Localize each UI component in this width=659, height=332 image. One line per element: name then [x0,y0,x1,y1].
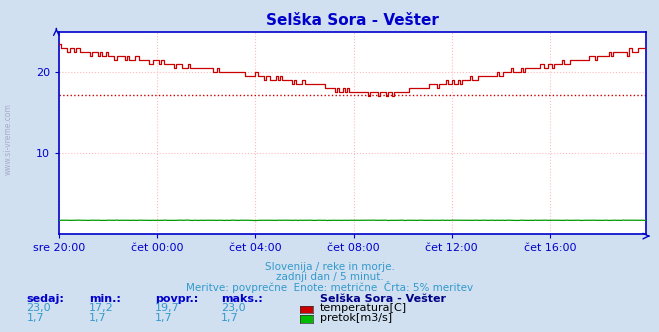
Text: 1,7: 1,7 [26,313,44,323]
Text: povpr.:: povpr.: [155,294,198,304]
Text: 19,7: 19,7 [155,303,180,313]
Text: www.si-vreme.com: www.si-vreme.com [3,104,13,175]
Text: 1,7: 1,7 [155,313,173,323]
Text: 23,0: 23,0 [221,303,245,313]
Text: Slovenija / reke in morje.: Slovenija / reke in morje. [264,262,395,272]
Text: 23,0: 23,0 [26,303,51,313]
Text: pretok[m3/s]: pretok[m3/s] [320,313,391,323]
Text: min.:: min.: [89,294,121,304]
Text: Selška Sora - Vešter: Selška Sora - Vešter [320,294,445,304]
Text: sedaj:: sedaj: [26,294,64,304]
Text: 1,7: 1,7 [89,313,107,323]
Text: zadnji dan / 5 minut.: zadnji dan / 5 minut. [275,272,384,282]
Title: Selška Sora - Vešter: Selška Sora - Vešter [266,13,439,28]
Text: 17,2: 17,2 [89,303,114,313]
Text: Meritve: povprečne  Enote: metrične  Črta: 5% meritev: Meritve: povprečne Enote: metrične Črta:… [186,281,473,293]
Text: temperatura[C]: temperatura[C] [320,303,407,313]
Text: maks.:: maks.: [221,294,262,304]
Text: 1,7: 1,7 [221,313,239,323]
